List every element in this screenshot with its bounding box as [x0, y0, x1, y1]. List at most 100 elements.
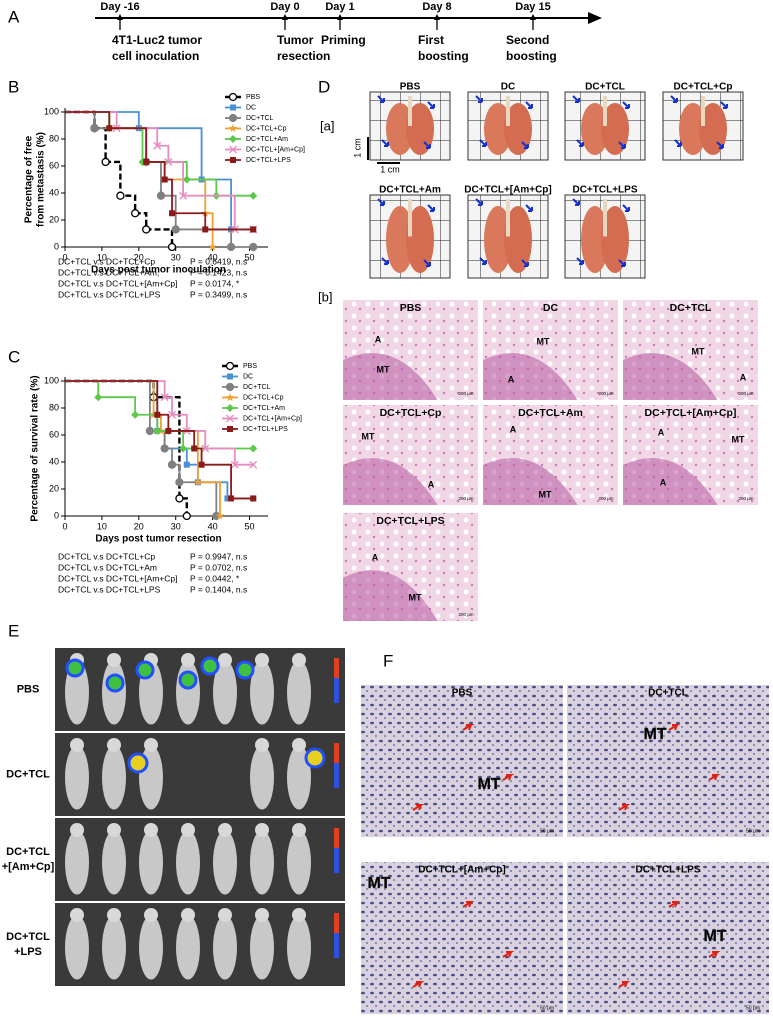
nodule-arrow: [479, 139, 487, 147]
lung-lobe: [484, 206, 512, 273]
stat-p-value: P = 0.0174, *: [190, 278, 240, 288]
stat-p-value: P = 0.3499, n.s: [190, 289, 247, 299]
image-title: DC+TCL: [648, 688, 688, 699]
marker: [90, 124, 99, 133]
event-day: Day 8: [422, 1, 451, 13]
lung-lobe: [386, 206, 414, 273]
x-axis-label: Days post tumor resection: [95, 534, 221, 545]
x-tick-label: 20: [134, 521, 144, 531]
mouse-head: [107, 823, 121, 837]
mouse: [287, 830, 311, 895]
mouse: [213, 830, 237, 895]
stat-comparison: DC+TCL v.s DC+TCL+Am,: [58, 267, 159, 277]
mouse-head: [255, 653, 269, 667]
marker: [229, 135, 237, 143]
nodule-arrow: [423, 259, 431, 267]
survival-curve: [65, 380, 254, 500]
mouse-head: [255, 738, 269, 752]
photo-title: DC+TCL+Cp: [674, 82, 733, 93]
image-title: PBS: [400, 302, 422, 314]
tissue-region: [483, 458, 578, 505]
cell-arrow: [668, 724, 681, 731]
marker: [191, 445, 198, 452]
marker: [230, 104, 236, 111]
marker: [167, 242, 177, 252]
stat-p-value: P = 0.1404, n.s: [190, 584, 247, 594]
legend-label: DC: [246, 104, 256, 111]
scale-label: 200 μm: [458, 612, 473, 617]
colorbar: [334, 848, 339, 873]
tissue-region: [483, 353, 578, 400]
mouse-head: [181, 908, 195, 922]
event-label: boosting: [418, 49, 469, 63]
survival-curve: [65, 111, 254, 231]
lung-lobe: [601, 103, 629, 155]
signal: [178, 670, 198, 690]
survival-curve: [65, 380, 254, 466]
tissue-region: [343, 570, 438, 621]
marker: [169, 210, 176, 217]
event-label: Second: [506, 33, 549, 47]
marker: [225, 382, 235, 392]
region-label: MT: [539, 489, 552, 499]
marker: [160, 393, 169, 402]
x-tick-label: 30: [171, 521, 181, 531]
mouse: [250, 745, 274, 810]
marker: [224, 495, 231, 502]
stat-comparison: DC+TCL v.s DC+TCL+LPS: [58, 584, 161, 594]
y-tick-label: 100: [44, 375, 59, 385]
y-tick-label: 80: [49, 402, 59, 412]
photo-title: PBS: [400, 82, 421, 93]
nodule-arrow: [674, 139, 682, 147]
lung-lobe: [484, 103, 512, 155]
nodule-arrow: [521, 141, 529, 149]
y-tick-label: 60: [49, 160, 59, 170]
y-tick-label: 20: [49, 483, 59, 493]
survival-curve: [65, 380, 254, 500]
marker: [179, 444, 188, 453]
mouse: [176, 830, 200, 895]
mouse: [139, 830, 163, 895]
x-tick-label: 0: [62, 252, 67, 262]
marker: [193, 477, 203, 486]
signal: [200, 656, 220, 676]
marker: [225, 393, 235, 402]
marker: [131, 410, 140, 419]
lung-lobe: [581, 103, 609, 155]
row-label: +LPS: [14, 946, 42, 958]
marker: [94, 393, 103, 402]
panel-label: B: [8, 77, 19, 96]
region-label: MT: [643, 726, 666, 743]
mouse-head: [255, 823, 269, 837]
nodule-arrow: [525, 101, 533, 109]
lung-lobe: [504, 206, 532, 273]
row-label: +[Am+Cp]: [2, 861, 55, 873]
marker: [116, 191, 125, 200]
scale-label: 200 μm: [598, 496, 613, 501]
event-label: Tumor: [277, 33, 314, 47]
scale-label: 200 μm: [458, 496, 473, 501]
lung-lobe: [581, 206, 609, 273]
region-label: A: [660, 477, 667, 487]
x-tick-label: 30: [171, 252, 181, 262]
tissue-region: [343, 458, 438, 505]
nodule-arrow: [423, 141, 431, 149]
x-tick-label: 50: [245, 521, 255, 531]
mouse-head: [70, 908, 84, 922]
cell-arrow: [618, 981, 631, 988]
y-tick-label: 0: [54, 241, 59, 251]
scale-label: 200 μm: [738, 391, 753, 396]
nodule-arrow: [576, 139, 584, 147]
mouse-head: [107, 908, 121, 922]
nodule-arrow: [576, 257, 584, 265]
event-arrowhead: [530, 14, 536, 20]
mouse-head: [107, 653, 121, 667]
x-tick-label: 40: [208, 252, 218, 262]
y-tick-label: 0: [54, 510, 59, 520]
region-label: A: [375, 334, 382, 344]
colorbar: [334, 763, 339, 788]
marker: [249, 242, 258, 252]
mouse-head: [218, 823, 232, 837]
marker: [230, 460, 239, 469]
y-axis-label: Percentage of survival rate (%): [30, 375, 41, 521]
